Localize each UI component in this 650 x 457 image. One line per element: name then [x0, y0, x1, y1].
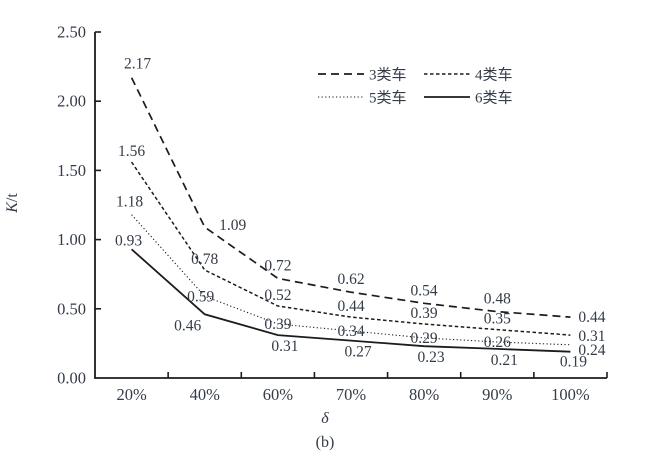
point-label-5类车-20%: 1.18	[116, 194, 143, 211]
y-tick-label: 0.00	[57, 369, 86, 388]
y-tick-label: 2.50	[57, 23, 86, 42]
point-label-3类车-70%: 0.62	[337, 271, 364, 288]
point-label-6类车-90%: 0.21	[491, 352, 518, 369]
point-label-5类车-40%: 0.59	[187, 288, 214, 305]
y-axis-title-unit: /t	[4, 193, 21, 202]
y-tick-label: 1.00	[57, 230, 86, 249]
series-line-3类车	[130, 77, 571, 318]
point-label-6类车-80%: 0.23	[418, 349, 445, 366]
point-label-4类车-90%: 0.35	[484, 311, 511, 328]
point-label-6类车-20%: 0.93	[115, 232, 142, 249]
x-tick-label: 60%	[263, 385, 294, 404]
x-axis-tick-labels: 20% 40% 60% 70% 80% 90% 100%	[116, 385, 589, 404]
point-label-5类车-60%: 0.39	[264, 316, 291, 333]
point-label-3类车-20%: 2.17	[124, 56, 151, 73]
legend-label: 4类车	[475, 67, 513, 84]
point-label-4类车-80%: 0.39	[411, 305, 438, 322]
x-tick-label: 70%	[336, 385, 367, 404]
point-label-5类车-80%: 0.29	[411, 330, 438, 347]
point-label-5类车-100%: 0.24	[578, 342, 605, 359]
x-tick-label: 100%	[551, 385, 590, 404]
figure-caption: (b)	[316, 434, 335, 451]
point-label-4类车-70%: 0.44	[337, 298, 364, 315]
legend-label: 5类车	[369, 90, 407, 107]
legend-item-5类车: 5类车	[318, 90, 407, 107]
axes	[94, 31, 608, 379]
y-tick-label: 0.50	[57, 299, 86, 318]
x-tick-label: 80%	[409, 385, 440, 404]
y-tick-label: 1.50	[57, 161, 86, 180]
series-line-6类车	[131, 248, 571, 353]
point-label-6类车-70%: 0.27	[344, 344, 371, 361]
legend-item-3类车: 3类车	[318, 67, 407, 84]
x-tick-label: 90%	[482, 385, 513, 404]
point-label-4类车-60%: 0.52	[264, 287, 291, 304]
legend: 3类车 4类车 5类车 6类车	[318, 67, 513, 107]
point-label-4类车-40%: 0.78	[191, 251, 218, 268]
point-label-5类车-70%: 0.34	[337, 323, 364, 340]
x-axis-title: δ	[321, 410, 329, 427]
point-label-3类车-60%: 0.72	[264, 257, 291, 274]
legend-item-4类车: 4类车	[424, 67, 513, 84]
point-label-6类车-40%: 0.46	[174, 317, 201, 334]
point-label-3类车-40%: 1.09	[219, 217, 246, 234]
y-tick-label: 2.00	[57, 92, 86, 111]
point-label-6类车-100%: 0.19	[560, 354, 587, 371]
x-tick-label: 20%	[116, 385, 147, 404]
point-label-4类车-20%: 1.56	[118, 143, 145, 160]
legend-item-6类车: 6类车	[424, 90, 513, 107]
series-line-5类车	[131, 214, 571, 346]
x-tick-label: 40%	[190, 385, 221, 404]
y-axis-title: K/t	[4, 193, 21, 214]
point-label-6类车-60%: 0.31	[271, 338, 298, 355]
y-axis-title-symbol: K	[4, 201, 21, 214]
point-label-3类车-80%: 0.54	[411, 282, 438, 299]
y-axis-tick-labels: 0.00 0.50 1.00 1.50 2.00 2.50	[57, 23, 86, 388]
legend-label: 6类车	[475, 90, 513, 107]
series-lines	[130, 77, 571, 353]
point-label-4类车-100%: 0.31	[578, 328, 605, 345]
axis-lines	[94, 32, 607, 379]
point-labels: 2.17 1.09 0.72 0.62 0.54 0.48 0.44 1.56 0.78 0.52…	[115, 56, 606, 371]
series-line-4类车	[130, 161, 571, 336]
point-label-3类车-90%: 0.48	[484, 291, 511, 308]
point-label-5类车-90%: 0.26	[484, 334, 511, 351]
legend-label: 3类车	[369, 67, 407, 84]
point-label-3类车-100%: 0.44	[578, 309, 605, 326]
